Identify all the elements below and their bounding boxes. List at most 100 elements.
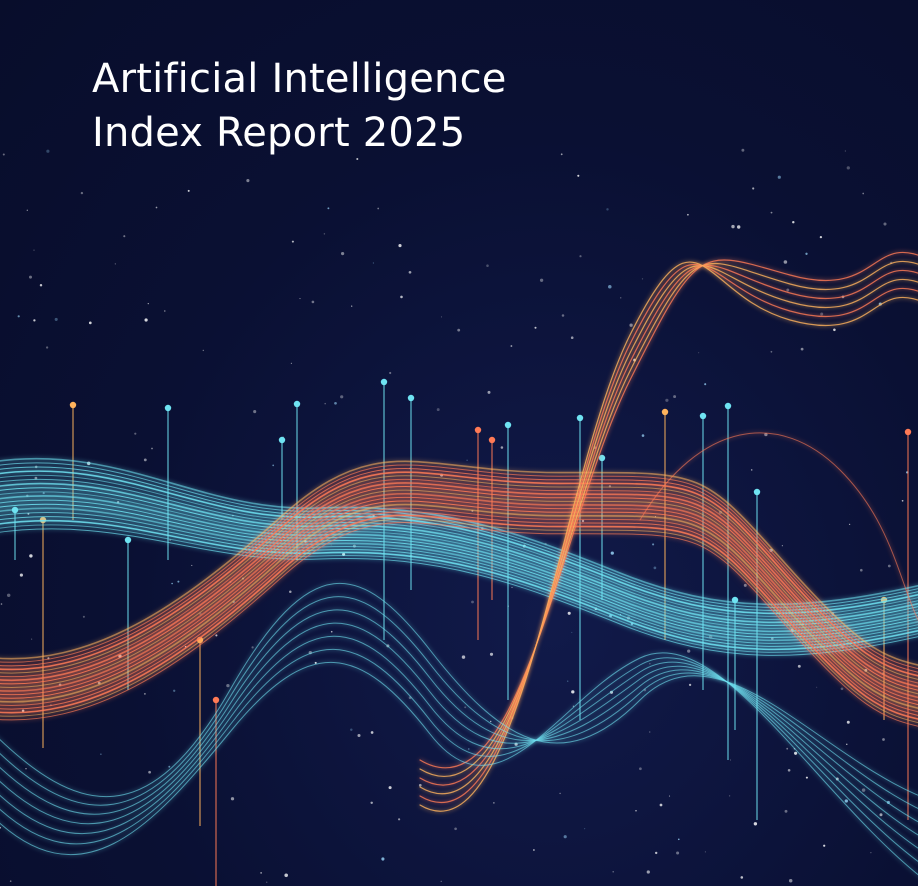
star <box>571 690 575 694</box>
wave-strand <box>0 471 918 677</box>
star <box>750 469 753 471</box>
star <box>314 661 317 664</box>
star <box>571 631 573 633</box>
star <box>151 447 153 450</box>
wave-strand <box>0 464 918 670</box>
star <box>823 844 826 847</box>
wave-strand <box>0 482 918 688</box>
star <box>148 770 151 774</box>
star <box>870 852 872 854</box>
star <box>311 300 315 304</box>
star <box>340 251 345 256</box>
star <box>887 564 891 568</box>
star <box>454 827 457 831</box>
wave-strand <box>0 478 918 620</box>
star <box>168 765 171 768</box>
spike-dot <box>661 408 669 416</box>
wave-strand <box>0 516 918 647</box>
star <box>584 828 586 830</box>
star <box>487 390 491 394</box>
star <box>861 788 866 792</box>
star <box>641 278 644 280</box>
spike-dot <box>164 404 172 412</box>
star <box>610 551 614 555</box>
star <box>805 776 808 779</box>
star <box>25 768 27 770</box>
star <box>882 738 885 741</box>
star <box>539 278 544 282</box>
star <box>844 150 847 152</box>
star <box>31 638 33 640</box>
star <box>883 222 887 226</box>
star <box>840 687 844 691</box>
wave-strand <box>0 522 918 727</box>
star <box>704 851 706 853</box>
star <box>464 706 467 709</box>
star <box>143 692 146 695</box>
star <box>82 615 85 618</box>
star <box>862 192 865 195</box>
star <box>290 362 292 364</box>
star <box>606 208 609 211</box>
spike-dot <box>904 428 912 436</box>
star <box>381 857 385 861</box>
star <box>226 683 230 688</box>
wave-strands <box>0 251 918 876</box>
title-line-1: Artificial Intelligence <box>92 56 507 102</box>
wave-strand <box>0 487 918 626</box>
star <box>171 582 173 585</box>
star <box>659 803 663 807</box>
star <box>440 316 443 318</box>
star <box>284 873 288 878</box>
star <box>641 434 645 437</box>
star <box>800 347 804 351</box>
star <box>792 221 795 224</box>
spike-dot <box>474 426 482 434</box>
star <box>752 187 755 190</box>
star <box>764 432 768 437</box>
spike-dot <box>293 400 301 408</box>
star <box>653 566 657 570</box>
star <box>687 213 689 216</box>
star <box>6 593 11 598</box>
star <box>377 207 380 210</box>
star <box>783 260 788 264</box>
star <box>567 611 571 615</box>
star <box>440 880 442 883</box>
wave-strand <box>0 499 918 635</box>
star <box>608 285 612 289</box>
wave-strand <box>0 514 918 720</box>
star <box>741 148 745 152</box>
star <box>788 878 793 883</box>
star <box>173 689 176 692</box>
star <box>147 302 149 305</box>
star <box>787 769 791 772</box>
star <box>612 870 614 873</box>
star <box>572 705 574 707</box>
star <box>704 383 707 386</box>
report-title: Artificial Intelligence Index Report 202… <box>92 52 507 160</box>
star <box>511 586 513 588</box>
wave-strand <box>419 265 918 795</box>
title-line-2: Index Report 2025 <box>92 110 466 156</box>
star <box>510 345 513 347</box>
star <box>457 328 461 332</box>
star <box>272 464 275 467</box>
star <box>559 792 561 795</box>
star <box>114 263 116 265</box>
star <box>19 573 23 577</box>
star <box>566 680 569 682</box>
star <box>0 603 3 605</box>
star <box>389 371 392 375</box>
star <box>34 476 38 480</box>
star <box>253 410 257 414</box>
star <box>155 206 158 209</box>
star <box>408 270 412 274</box>
star <box>620 297 622 299</box>
wave-strand <box>0 609 918 823</box>
star <box>324 402 326 405</box>
star <box>844 799 848 803</box>
star <box>688 683 692 687</box>
wave-strand <box>0 507 918 713</box>
star <box>533 849 535 851</box>
